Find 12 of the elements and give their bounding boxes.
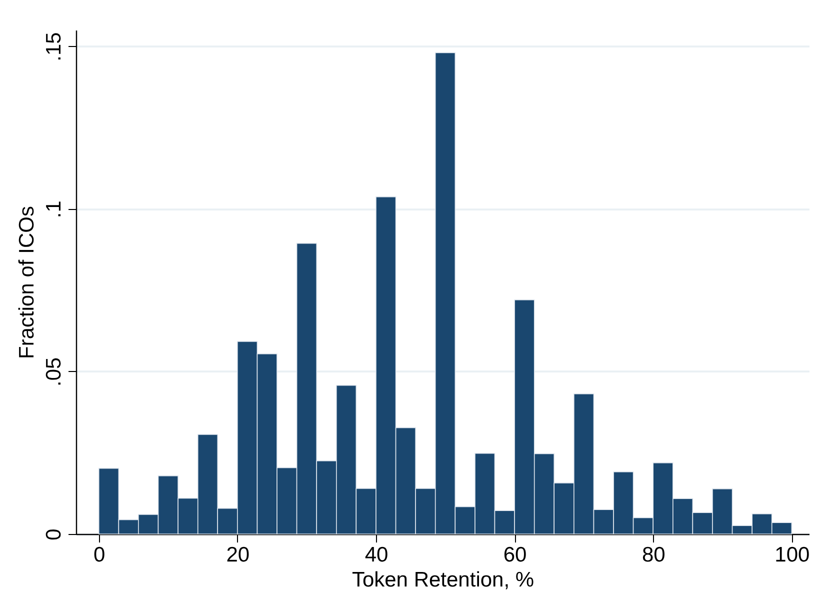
y-tick-label: 0 xyxy=(42,528,66,540)
x-tick-label: 40 xyxy=(364,544,388,566)
x-tick-label: 0 xyxy=(94,544,106,566)
y-tick-label: .05 xyxy=(42,357,66,387)
x-axis-title: Token Retention, % xyxy=(352,568,534,592)
y-axis-title: Fraction of ICOs xyxy=(16,206,38,359)
x-tick-label: 60 xyxy=(503,544,527,566)
y-tick-label: .15 xyxy=(42,32,66,62)
x-tick-label: 80 xyxy=(642,544,666,566)
x-tick-label: 20 xyxy=(226,544,250,566)
x-tick-label: 100 xyxy=(774,544,810,566)
y-tick-label: .1 xyxy=(42,200,66,218)
